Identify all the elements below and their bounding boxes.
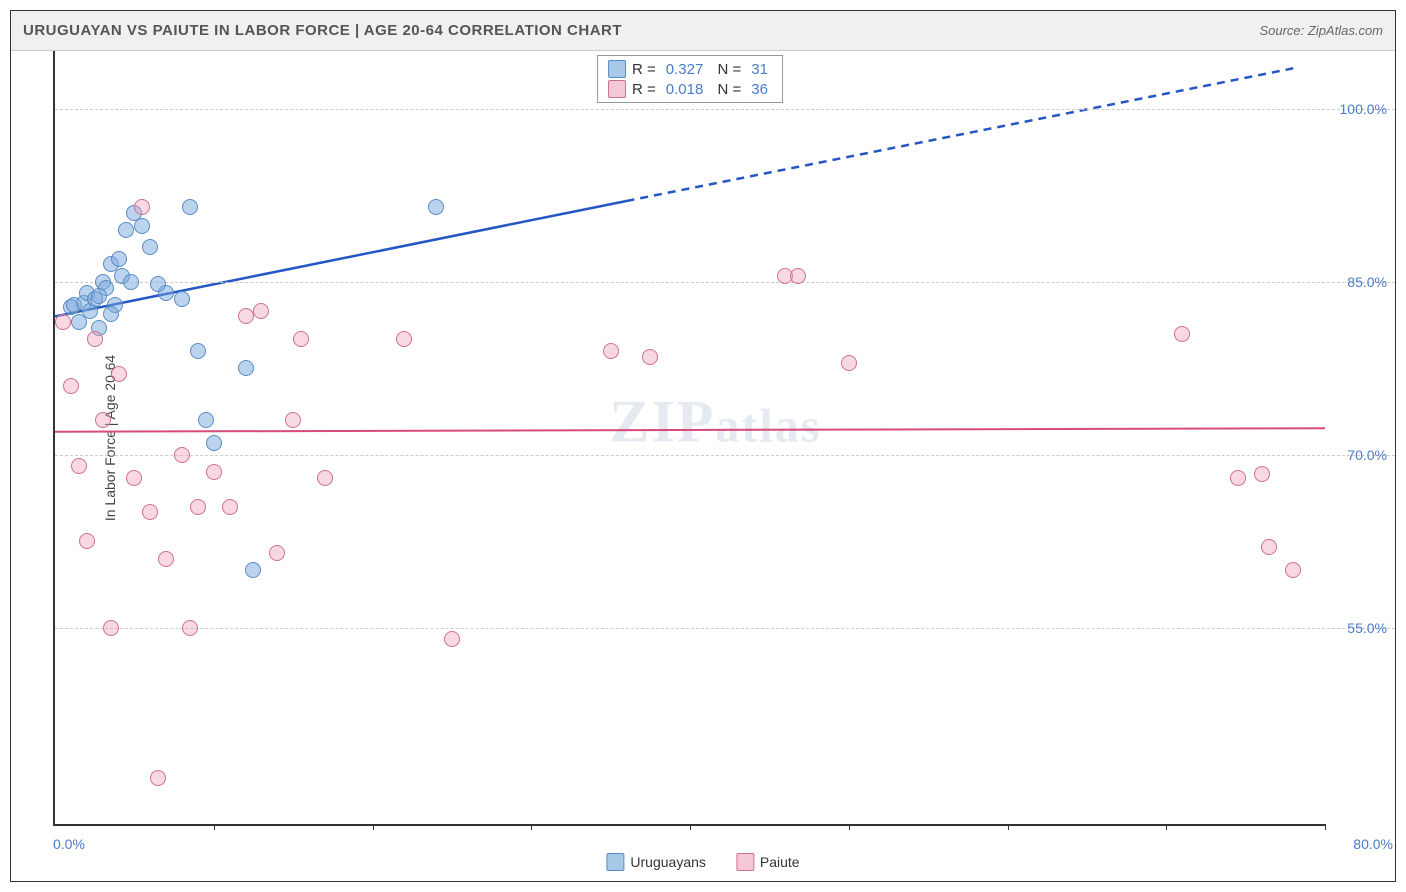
y-tick-label: 55.0%	[1347, 620, 1387, 636]
data-point	[222, 499, 238, 515]
data-point	[103, 620, 119, 636]
legend-row-paiute: R = 0.018 N = 36	[608, 80, 772, 98]
data-point	[55, 314, 71, 330]
data-point	[134, 218, 150, 234]
data-point	[269, 545, 285, 561]
data-point	[123, 274, 139, 290]
data-point	[190, 343, 206, 359]
data-point	[1174, 326, 1190, 342]
legend-label: Uruguayans	[630, 854, 706, 870]
data-point	[1254, 466, 1270, 482]
data-point	[1230, 470, 1246, 486]
chart-source: Source: ZipAtlas.com	[1259, 23, 1383, 38]
n-value-uruguayans: 31	[751, 61, 768, 78]
data-point	[79, 533, 95, 549]
data-point	[111, 366, 127, 382]
data-point	[190, 499, 206, 515]
x-tick	[373, 824, 374, 830]
legend-row-uruguayans: R = 0.327 N = 31	[608, 60, 772, 78]
trend-lines	[55, 51, 1325, 824]
data-point	[111, 251, 127, 267]
y-tick-label: 70.0%	[1347, 447, 1387, 463]
data-point	[103, 306, 119, 322]
data-point	[87, 331, 103, 347]
data-point	[63, 378, 79, 394]
data-point	[444, 631, 460, 647]
legend-stats: R = 0.327 N = 31 R = 0.018 N = 36	[597, 55, 783, 103]
data-point	[317, 470, 333, 486]
y-tick-label: 85.0%	[1347, 274, 1387, 290]
data-point	[71, 458, 87, 474]
data-point	[158, 551, 174, 567]
swatch-uruguayans	[608, 60, 626, 78]
data-point	[174, 291, 190, 307]
data-point	[150, 770, 166, 786]
data-point	[293, 331, 309, 347]
data-point	[1261, 539, 1277, 555]
data-point	[142, 239, 158, 255]
data-point	[150, 276, 166, 292]
legend-label: Paiute	[760, 854, 800, 870]
data-point	[603, 343, 619, 359]
data-point	[396, 331, 412, 347]
watermark: ZIPatlas	[609, 388, 821, 457]
data-point	[238, 360, 254, 376]
data-point	[95, 412, 111, 428]
legend-item-paiute: Paiute	[736, 853, 800, 871]
gridline	[55, 455, 1395, 456]
data-point	[790, 268, 806, 284]
gridline	[55, 109, 1395, 110]
data-point	[841, 355, 857, 371]
x-tick	[531, 824, 532, 830]
r-value-paiute: 0.018	[666, 81, 704, 98]
x-tick	[1325, 824, 1326, 830]
data-point	[126, 470, 142, 486]
x-tick	[1008, 824, 1009, 830]
data-point	[1285, 562, 1301, 578]
data-point	[142, 504, 158, 520]
legend-item-uruguayans: Uruguayans	[606, 853, 706, 871]
data-point	[428, 199, 444, 215]
data-point	[206, 435, 222, 451]
chart-title: URUGUAYAN VS PAIUTE IN LABOR FORCE | AGE…	[23, 22, 622, 39]
legend-series: Uruguayans Paiute	[606, 853, 799, 871]
data-point	[182, 620, 198, 636]
data-point	[182, 199, 198, 215]
x-tick	[849, 824, 850, 830]
x-tick	[214, 824, 215, 830]
gridline	[55, 628, 1395, 629]
data-point	[118, 222, 134, 238]
x-min-label: 0.0%	[53, 836, 85, 852]
x-max-label: 80.0%	[1353, 836, 1393, 852]
data-point	[238, 308, 254, 324]
x-tick	[1166, 824, 1167, 830]
swatch-icon	[736, 853, 754, 871]
data-point	[198, 412, 214, 428]
data-point	[642, 349, 658, 365]
n-value-paiute: 36	[751, 81, 768, 98]
plot-area: In Labor Force | Age 20-64 ZIPatlas R = …	[53, 51, 1325, 826]
correlation-chart: URUGUAYAN VS PAIUTE IN LABOR FORCE | AGE…	[10, 10, 1396, 882]
r-value-uruguayans: 0.327	[666, 61, 704, 78]
x-tick	[690, 824, 691, 830]
swatch-paiute	[608, 80, 626, 98]
data-point	[174, 447, 190, 463]
data-point	[285, 412, 301, 428]
gridline	[55, 282, 1395, 283]
data-point	[134, 199, 150, 215]
y-tick-label: 100.0%	[1340, 101, 1387, 117]
data-point	[245, 562, 261, 578]
swatch-icon	[606, 853, 624, 871]
chart-header: URUGUAYAN VS PAIUTE IN LABOR FORCE | AGE…	[11, 11, 1395, 51]
data-point	[253, 303, 269, 319]
data-point	[91, 288, 107, 304]
data-point	[206, 464, 222, 480]
